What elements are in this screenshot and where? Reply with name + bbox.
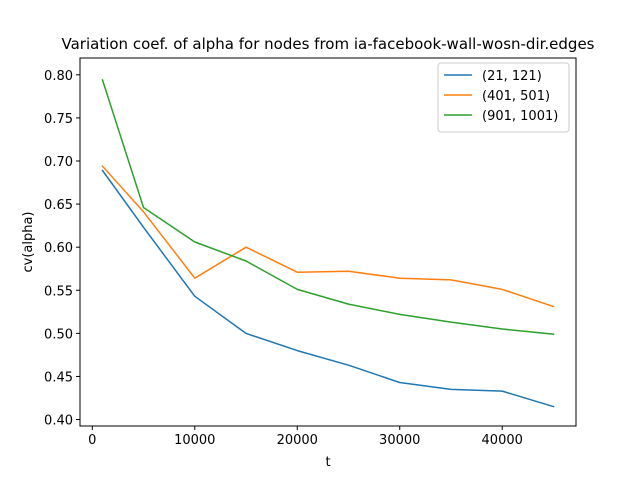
legend-label-1: (21, 121) (482, 69, 542, 84)
y-tick-label: 0.45 (44, 370, 73, 385)
x-tick-label: 10000 (174, 433, 215, 448)
legend-label-3: (901, 1001) (482, 109, 558, 124)
y-tick-label: 0.65 (44, 198, 73, 213)
chart-title: Variation coef. of alpha for nodes from … (62, 35, 595, 53)
x-tick-label: 30000 (379, 433, 420, 448)
legend: (21, 121) (401, 501) (901, 1001) (438, 63, 569, 132)
x-tick-label: 0 (88, 433, 96, 448)
x-tick-label: 20000 (277, 433, 318, 448)
y-axis-label: cv(alpha) (21, 211, 36, 272)
y-tick-label: 0.40 (44, 414, 73, 429)
x-tick-label: 40000 (482, 433, 523, 448)
y-tick-label: 0.60 (44, 241, 73, 256)
x-axis-label: t (325, 455, 330, 470)
y-tick-label: 0.55 (44, 284, 73, 299)
y-tick-label: 0.50 (44, 327, 73, 342)
y-tick-label: 0.70 (44, 155, 73, 170)
legend-label-2: (401, 501) (482, 89, 550, 104)
y-tick-label: 0.75 (44, 112, 73, 127)
y-tick-label: 0.80 (44, 69, 73, 84)
